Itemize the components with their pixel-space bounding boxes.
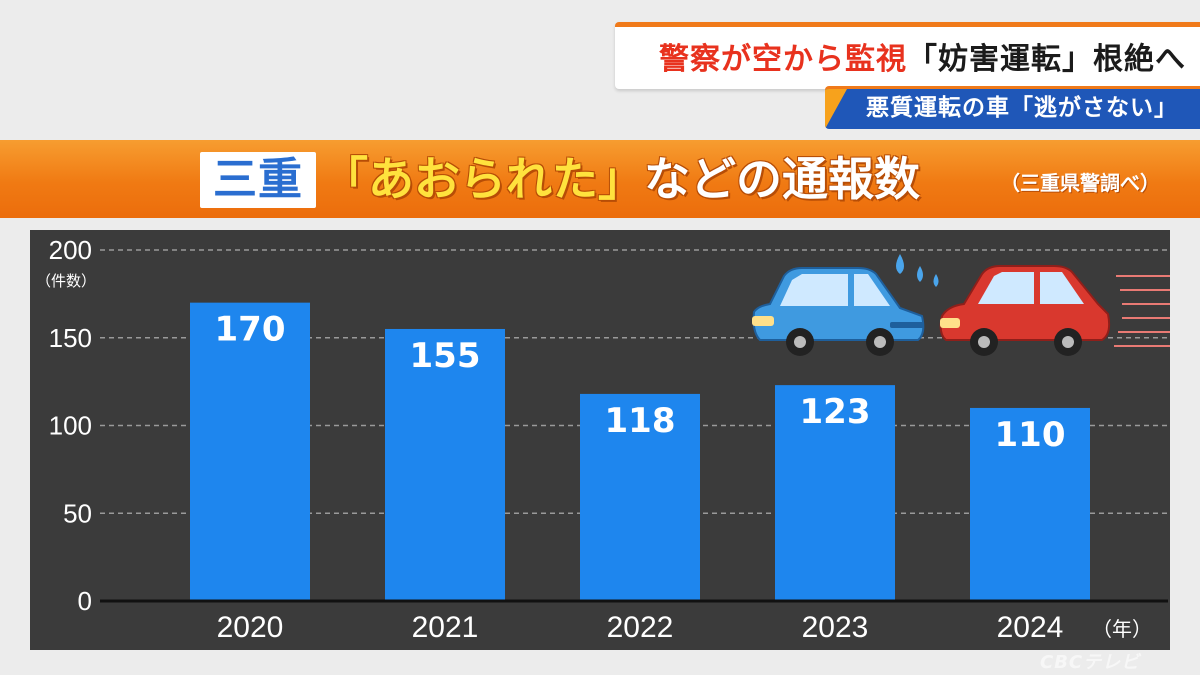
subhead-fold: [825, 89, 847, 129]
red-car-icon: [939, 265, 1170, 356]
y-tick-label: 0: [78, 586, 92, 616]
headline-dark: 「妨害運転」根絶へ: [907, 42, 1186, 77]
y-tick-labels: 0 50 100 150 200: [49, 235, 92, 616]
bar: [580, 393, 700, 601]
y-tick-label: 50: [63, 498, 92, 528]
title-region: 三重: [213, 154, 303, 205]
subhead-banner: 悪質運転の車「逃がさない」: [825, 86, 1200, 129]
blue-car-icon: [752, 254, 939, 356]
chart-title: 「あおられた」などの通報数: [322, 150, 920, 208]
title-quote: 「あおられた」: [322, 152, 644, 206]
y-tick-label: 100: [49, 411, 92, 441]
bar-value-label: 155: [410, 336, 481, 376]
title-source: （三重県警調べ）: [1000, 171, 1160, 195]
x-tick-label: 2020: [217, 611, 284, 644]
bar: [385, 328, 505, 601]
bar-value-label: 118: [605, 401, 676, 441]
bar-value-label: 123: [800, 392, 871, 432]
headline-text: 警察が空から監視「妨害運転」根絶へ: [659, 43, 1186, 77]
x-tick-label: 2024: [997, 611, 1064, 644]
channel-watermark: CBCテレビ: [1040, 652, 1141, 673]
bar-value-label: 110: [995, 415, 1066, 455]
subhead-text: 悪質運転の車「逃がさない」: [866, 95, 1178, 121]
chart-title-band: 三重 「あおられた」などの通報数 （三重県警調べ）: [0, 140, 1200, 218]
x-tick-label: 2021: [412, 611, 479, 644]
headline-red: 警察が空から監視: [659, 42, 907, 77]
bars: 170 155 118 123 110: [190, 302, 1090, 601]
x-axis-unit: （年）: [1092, 617, 1152, 641]
x-tick-label: 2023: [802, 611, 869, 644]
y-axis-unit: （件数）: [36, 272, 96, 290]
title-rest: などの通報数: [644, 152, 920, 206]
x-tick-label: 2022: [607, 611, 674, 644]
bar: [190, 302, 310, 601]
bar: [775, 385, 895, 601]
bar-value-label: 170: [215, 310, 286, 350]
headline-banner: 警察が空から監視「妨害運転」根絶へ: [615, 22, 1200, 89]
x-tick-labels: 2020 2021 2022 2023 2024: [217, 611, 1064, 644]
y-tick-label: 200: [49, 235, 92, 265]
title-region-box: 三重: [200, 152, 316, 208]
chart-panel: 170 155 118 123 110 0 50 100 150 200 2020 2021 202…: [30, 230, 1170, 650]
y-tick-label: 150: [49, 323, 92, 353]
bar: [970, 407, 1090, 601]
